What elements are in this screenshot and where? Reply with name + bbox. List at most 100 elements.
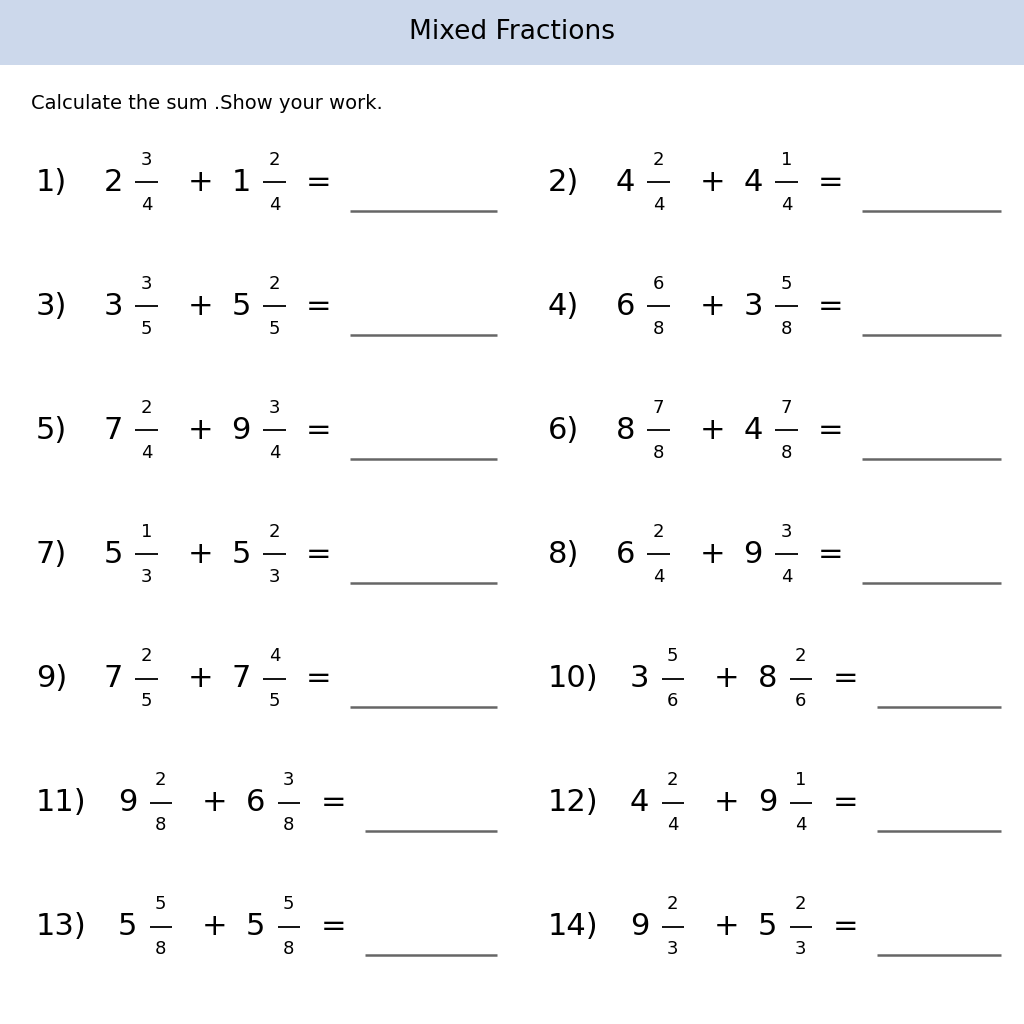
Text: 4: 4 [667,816,679,835]
Text: 3: 3 [103,292,123,321]
Text: 4: 4 [743,416,763,444]
Text: 5: 5 [246,912,265,941]
Text: =: = [306,168,332,197]
Text: 4: 4 [615,168,635,197]
Text: 4: 4 [268,196,281,214]
Text: 5: 5 [268,319,281,338]
Text: 2: 2 [268,274,281,293]
Text: 2: 2 [652,151,665,169]
Text: 8: 8 [283,940,295,958]
Text: 3: 3 [268,568,281,586]
Text: +: + [187,664,213,693]
Text: 7: 7 [652,399,665,417]
Text: 2: 2 [652,523,665,541]
Text: 7: 7 [231,664,251,693]
Text: 2): 2) [548,168,580,197]
Text: 7: 7 [780,399,793,417]
Text: =: = [306,540,332,569]
Text: 2: 2 [795,895,807,913]
Text: 6: 6 [615,292,635,321]
Text: 3: 3 [795,940,807,958]
Text: 5: 5 [268,692,281,710]
Text: 8: 8 [780,444,793,462]
Text: 11): 11) [36,788,86,817]
Text: 8: 8 [652,444,665,462]
Text: +: + [187,540,213,569]
Text: 3): 3) [36,292,68,321]
Text: =: = [833,912,858,941]
Text: +: + [699,168,725,197]
Text: =: = [833,788,858,817]
Text: 13): 13) [36,912,87,941]
Text: 5: 5 [758,912,777,941]
Text: 2: 2 [795,647,807,665]
Text: +: + [714,788,739,817]
Text: 7: 7 [103,416,123,444]
Text: 7: 7 [103,664,123,693]
Text: 1: 1 [780,151,793,169]
Text: 5: 5 [283,895,295,913]
Text: 3: 3 [140,568,153,586]
Text: =: = [833,664,858,693]
Text: 4: 4 [780,568,793,586]
Text: 4): 4) [548,292,580,321]
Text: 1: 1 [140,523,153,541]
Text: +: + [187,168,213,197]
Text: 9: 9 [231,416,251,444]
Text: 3: 3 [667,940,679,958]
Text: 2: 2 [268,151,281,169]
Text: 4: 4 [268,647,281,665]
Text: 6: 6 [795,692,807,710]
Text: 4: 4 [630,788,649,817]
Text: 3: 3 [780,523,793,541]
Text: Mixed Fractions: Mixed Fractions [409,19,615,45]
Text: =: = [321,912,346,941]
Text: 8: 8 [155,940,167,958]
Text: 2: 2 [268,523,281,541]
Text: 6: 6 [246,788,265,817]
Text: 9: 9 [630,912,649,941]
Text: =: = [818,168,844,197]
Text: +: + [699,540,725,569]
Text: 3: 3 [283,771,295,790]
Text: =: = [321,788,346,817]
Text: 8: 8 [615,416,635,444]
Text: 8: 8 [758,664,777,693]
Text: =: = [818,292,844,321]
Text: 2: 2 [155,771,167,790]
Text: =: = [818,540,844,569]
Text: 5: 5 [231,540,251,569]
Text: =: = [818,416,844,444]
Text: 5: 5 [103,540,123,569]
Text: 5): 5) [36,416,68,444]
Text: 6: 6 [652,274,665,293]
Text: 8: 8 [283,816,295,835]
Text: 2: 2 [667,895,679,913]
Text: =: = [306,416,332,444]
Text: +: + [187,292,213,321]
Text: 3: 3 [268,399,281,417]
Text: 4: 4 [268,444,281,462]
Bar [0,0,1024,65]
Text: 9): 9) [36,664,68,693]
Text: 6: 6 [667,692,679,710]
Text: 1: 1 [231,168,251,197]
Text: 1: 1 [795,771,807,790]
Text: 8: 8 [780,319,793,338]
Text: 5: 5 [231,292,251,321]
Text: 4: 4 [652,568,665,586]
Text: +: + [714,664,739,693]
Text: 4: 4 [140,196,153,214]
Text: 9: 9 [743,540,763,569]
Text: 5: 5 [155,895,167,913]
Text: 10): 10) [548,664,598,693]
Text: 4: 4 [140,444,153,462]
Text: 5: 5 [140,692,153,710]
Text: 3: 3 [140,274,153,293]
Text: 1): 1) [36,168,68,197]
Text: +: + [202,788,227,817]
Text: =: = [306,292,332,321]
Text: 9: 9 [118,788,137,817]
Text: 5: 5 [118,912,137,941]
Text: 2: 2 [140,647,153,665]
